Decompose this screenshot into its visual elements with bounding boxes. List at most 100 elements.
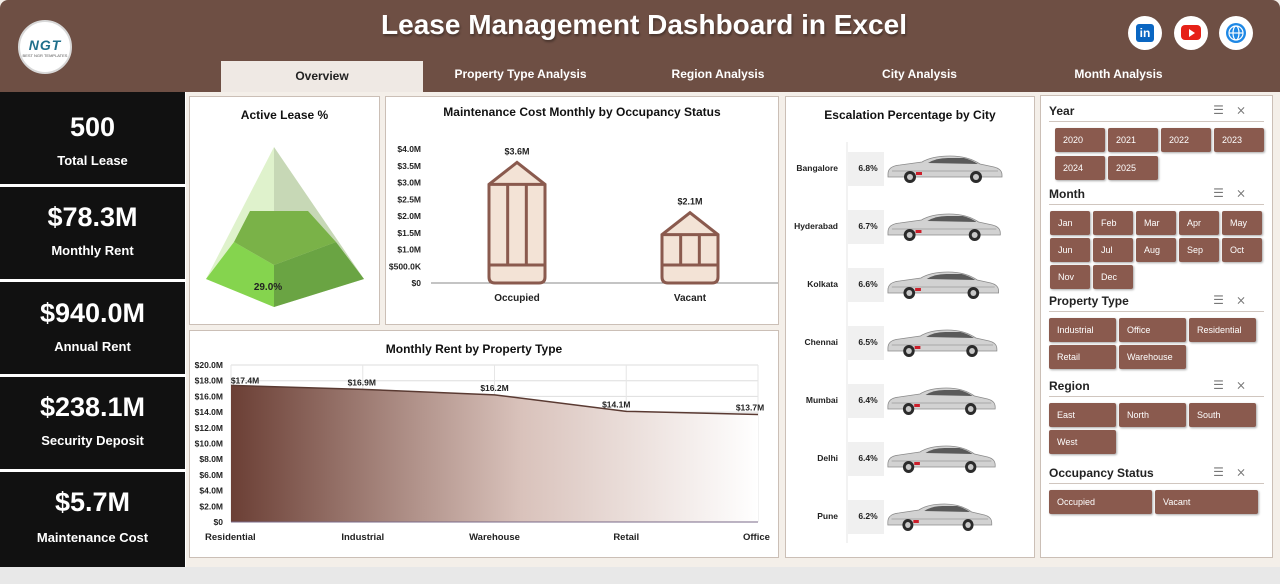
rent-line — [230, 384, 759, 416]
slicer-item-property-type[interactable]: Residential — [1189, 318, 1256, 342]
city-label: Pune — [817, 511, 838, 521]
slicer-item-month[interactable]: Feb — [1093, 211, 1133, 235]
slicer-item-month[interactable]: Aug — [1136, 238, 1176, 262]
slicer-title-year: Year — [1049, 104, 1075, 118]
kpi-value: $78.3M — [47, 202, 138, 232]
slicer-item-occupancy-status[interactable]: Vacant — [1155, 490, 1258, 514]
slicer-item-property-type[interactable]: Industrial — [1049, 318, 1116, 342]
city-label: Bangalore — [796, 163, 838, 173]
pyramid-chart: 29.0% — [206, 147, 364, 307]
y-tick-label: $3.0M — [397, 178, 421, 188]
slicer-item-region[interactable]: North — [1119, 403, 1186, 427]
slicer-item-property-type[interactable]: Warehouse — [1119, 345, 1186, 369]
y-tick-label: $20.0M — [195, 360, 223, 370]
clear-filter-icon[interactable]: ⨯ — [1235, 378, 1258, 392]
car-icon — [887, 329, 998, 357]
kpi-label: Monthly Rent — [51, 243, 134, 258]
globe-icon[interactable] — [1219, 16, 1253, 50]
y-tick-label: $0 — [412, 278, 422, 288]
multi-select-icon[interactable]: ☰ — [1213, 465, 1236, 479]
slicer-item-region[interactable]: South — [1189, 403, 1256, 427]
slicer-item-month[interactable]: Sep — [1179, 238, 1219, 262]
slicer-controls: ☰⨯ — [1213, 465, 1258, 479]
slicer-item-month[interactable]: Oct — [1222, 238, 1262, 262]
bar-occupied — [487, 160, 547, 285]
multi-select-icon[interactable]: ☰ — [1213, 293, 1236, 307]
slicer-item-month[interactable]: Apr — [1179, 211, 1219, 235]
slicer-item-year[interactable]: 2025 — [1108, 156, 1158, 180]
slicer-item-month[interactable]: Jul — [1093, 238, 1133, 262]
y-tick-label: $2.0M — [397, 211, 421, 221]
slicer-item-month[interactable]: Dec — [1093, 265, 1133, 289]
value-cell — [848, 210, 884, 244]
dashboard-header: NGT BEST NGR TEMPLATES Lease Management … — [0, 0, 1280, 92]
slicer-item-property-type[interactable]: Retail — [1049, 345, 1116, 369]
x-tick-label: Residential — [205, 532, 256, 543]
y-tick-label: $6.0M — [199, 470, 223, 480]
kpi-value: $5.7M — [54, 487, 131, 517]
slicer-item-year[interactable]: 2020 — [1055, 128, 1105, 152]
kpi-card-annual-rent: $940.0M Annual Rent — [0, 282, 185, 374]
data-label: $14.1M — [602, 399, 630, 409]
slicer-item-month[interactable]: Jun — [1050, 238, 1090, 262]
tab-city-analysis[interactable]: City Analysis — [882, 67, 957, 81]
clear-filter-icon[interactable]: ⨯ — [1235, 103, 1258, 117]
slicer-item-occupancy-status[interactable]: Occupied — [1049, 490, 1152, 514]
tab-overview[interactable]: Overview — [221, 61, 423, 92]
footer-strip — [0, 567, 1280, 584]
y-tick-label: $14.0M — [195, 407, 223, 417]
slicer-item-year[interactable]: 2024 — [1055, 156, 1105, 180]
clear-filter-icon[interactable]: ⨯ — [1235, 293, 1258, 307]
slicer-item-month[interactable]: Jan — [1050, 211, 1090, 235]
value-cell — [848, 268, 884, 302]
value-label: 6.6% — [858, 279, 878, 289]
slicer-item-month[interactable]: May — [1222, 211, 1262, 235]
monthly-rent-title: Monthly Rent by Property Type — [385, 342, 563, 356]
slicer-item-year[interactable]: 2021 — [1108, 128, 1158, 152]
slicer-divider — [1049, 204, 1264, 205]
clear-filter-icon[interactable]: ⨯ — [1235, 186, 1258, 200]
slicer-item-region[interactable]: West — [1049, 430, 1116, 454]
multi-select-icon[interactable]: ☰ — [1213, 186, 1236, 200]
logo-text: NGT — [28, 37, 62, 53]
car-icon — [887, 445, 996, 473]
slicer-divider — [1049, 483, 1264, 484]
y-tick-label: $16.0M — [195, 391, 223, 401]
city-label: Delhi — [817, 453, 838, 463]
logo: NGT BEST NGR TEMPLATES — [18, 20, 72, 74]
clear-filter-icon[interactable]: ⨯ — [1235, 465, 1258, 479]
y-tick-label: $500.0K — [389, 261, 422, 271]
linkedin-icon[interactable]: in — [1128, 16, 1162, 50]
multi-select-icon[interactable]: ☰ — [1213, 378, 1236, 392]
slicer-divider — [1049, 396, 1264, 397]
value-cell — [848, 500, 884, 534]
value-cell — [848, 384, 884, 418]
kpi-label: Annual Rent — [54, 339, 131, 354]
slicer-item-region[interactable]: East — [1049, 403, 1116, 427]
multi-select-icon[interactable]: ☰ — [1213, 103, 1236, 117]
kpi-label: Maintenance Cost — [36, 530, 149, 545]
slicer-item-month[interactable]: Nov — [1050, 265, 1090, 289]
car-icon — [887, 213, 1001, 241]
kpi-card-maintenance-cost: $5.7M Maintenance Cost — [0, 472, 185, 567]
city-label: Chennai — [804, 337, 838, 347]
city-label: Kolkata — [807, 279, 838, 289]
slicer-item-month[interactable]: Mar — [1136, 211, 1176, 235]
escalation-chart: Bangalore 6.8% Hyderabad 6.7% Kolkata 6.6% Che… — [794, 142, 1003, 543]
tab-month-analysis[interactable]: Month Analysis — [1074, 67, 1163, 81]
x-tick-label: Warehouse — [469, 532, 520, 543]
youtube-icon[interactable] — [1174, 16, 1208, 50]
slicer-item-year[interactable]: 2023 — [1214, 128, 1264, 152]
y-tick-label: $10.0M — [195, 439, 223, 449]
slicer-item-year[interactable]: 2022 — [1161, 128, 1211, 152]
value-label: 6.4% — [858, 453, 878, 463]
tab-property-type-analysis[interactable]: Property Type Analysis — [454, 67, 587, 81]
slicer-divider — [1049, 311, 1264, 312]
kpi-label: Total Lease — [57, 153, 128, 168]
maintenance-cost-chart: $0 $500.0K $1.0M $1.5M $2.0M $2.5M $3.0M $3.5M $… — [389, 144, 778, 304]
data-label: $16.9M — [348, 377, 376, 387]
slicer-item-property-type[interactable]: Office — [1119, 318, 1186, 342]
active-lease-title: Active Lease % — [240, 108, 329, 122]
tab-region-analysis[interactable]: Region Analysis — [671, 67, 765, 81]
slicer-divider — [1049, 121, 1264, 122]
